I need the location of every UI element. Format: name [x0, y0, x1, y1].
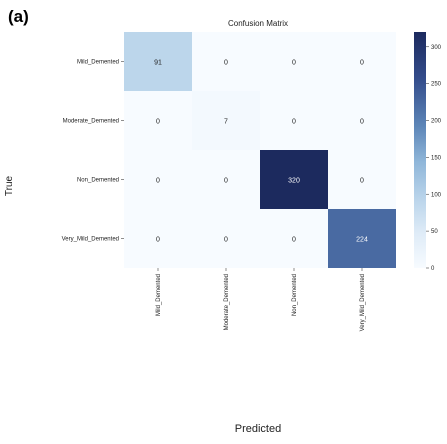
column-label: Moderate_Demented: [224, 274, 230, 330]
heatmap-cell: [192, 209, 260, 268]
colorbar-tick-label: 150: [431, 155, 442, 161]
colorbar-tick-label: 50: [431, 229, 438, 235]
heatmap-cell: [192, 32, 260, 91]
heatmap-cell: [260, 91, 328, 150]
cell-value-label: 0: [156, 119, 160, 126]
heatmap-cell: [124, 209, 192, 268]
colorbar: [414, 32, 426, 268]
heatmap-cell: [260, 209, 328, 268]
cell-value-label: 0: [292, 119, 296, 126]
column-label: Mild_Demented: [156, 274, 162, 316]
cell-value-label: 0: [224, 237, 228, 244]
colorbar-tick-label: 100: [431, 192, 442, 198]
cell-value-label: 320: [288, 178, 300, 185]
colorbar-tick-label: 0: [431, 266, 435, 272]
cell-value-label: 0: [292, 237, 296, 244]
cell-value-label: 0: [224, 178, 228, 185]
cell-value-label: 91: [154, 60, 162, 67]
cell-value-label: 0: [224, 60, 228, 67]
column-label: Very_Mild_Demented: [360, 274, 366, 331]
heatmap-cell: [328, 32, 396, 91]
row-label: Mild_Demented: [77, 60, 119, 66]
cell-value-label: 0: [360, 60, 364, 67]
colorbar-tick-label: 300: [431, 45, 442, 51]
y-axis-label: True: [4, 175, 15, 196]
row-label: Very_Mild_Demented: [62, 237, 119, 243]
column-tick-labels: Mild_Demented Moderate_Demented Non_Dement…: [156, 268, 366, 331]
colorbar-tick-label: 250: [431, 82, 442, 88]
cell-value-label: 0: [156, 237, 160, 244]
cell-value-label: 7: [224, 119, 228, 126]
cell-value-label: 0: [360, 119, 364, 126]
x-axis-label: Predicted: [235, 423, 281, 435]
column-label: Non_Demented: [292, 274, 298, 316]
heatmap-cell: [124, 91, 192, 150]
row-tick-labels: Mild_Demented Moderate_Demented Non_Dement…: [62, 60, 124, 243]
cell-value-label: 224: [356, 237, 368, 244]
heatmap-cell: [328, 150, 396, 209]
row-label: Non_Demented: [77, 178, 119, 184]
chart-title: Confusion Matrix: [228, 19, 288, 28]
heatmap-cell: [124, 32, 192, 91]
colorbar-tick-label: 200: [431, 119, 442, 125]
heatmap-cell: [192, 150, 260, 209]
heatmap-cell: [260, 150, 328, 209]
panel-label: (a): [8, 7, 29, 26]
colorbar-ticks: 0 50 100 150 200 250 300: [426, 45, 442, 272]
heatmap-cell: [124, 150, 192, 209]
heatmap-cell: [192, 91, 260, 150]
cell-value-label: 0: [292, 60, 296, 67]
cell-value-label: 0: [156, 178, 160, 185]
cell-value-label: 0: [360, 178, 364, 185]
row-label: Moderate_Demented: [63, 119, 119, 125]
heatmap-cell: [328, 209, 396, 268]
heatmap-cell: [260, 32, 328, 91]
heatmap-cell: [328, 91, 396, 150]
heatmap-cells: 91 0 0 0 0 7 0 0 0 0 320 0 0 0 0 224: [124, 32, 396, 268]
